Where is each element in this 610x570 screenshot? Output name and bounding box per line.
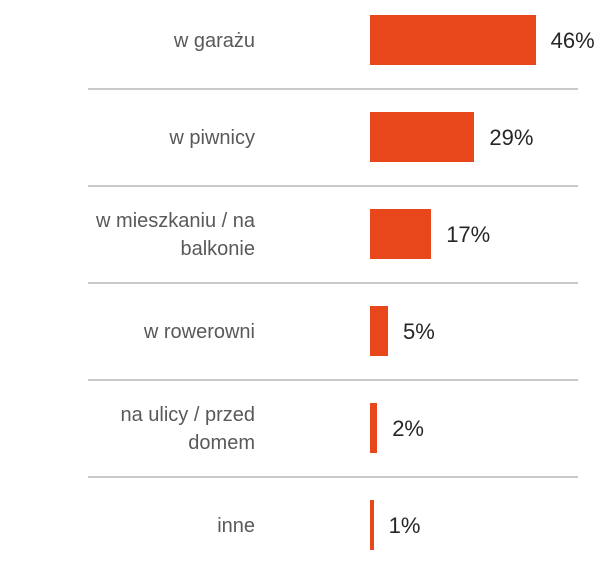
bar [370,500,374,550]
bar [370,306,388,356]
bar [370,209,432,259]
value-label: 1% [388,512,421,538]
category-label: w mieszkaniu / na balkonie [96,209,255,260]
bar [370,112,475,162]
separator [88,88,578,90]
value-label: 46% [550,27,595,53]
row: inne 1% [0,477,610,570]
value-label: 2% [392,415,424,441]
row: w piwnicy 29% [0,89,610,186]
row: w garażu 46% [0,0,610,89]
bar [370,403,378,453]
category-label: inne [217,514,255,537]
separator [88,185,578,187]
category-label: w piwnicy [169,126,255,149]
category-label: na ulicy / przed domem [120,403,255,454]
bar [370,15,536,65]
row: w rowerowni 5% [0,283,610,380]
separator [88,476,578,478]
category-label: w garażu [173,29,255,52]
row: w mieszkaniu / na balkonie 17% [0,186,610,283]
value-label: 17% [446,221,491,247]
separator [88,282,578,284]
value-label: 29% [489,124,534,150]
value-label: 5% [403,318,435,344]
row: na ulicy / przed domem 2% [0,380,610,477]
category-label: w rowerowni [143,320,255,343]
separator [88,379,578,381]
